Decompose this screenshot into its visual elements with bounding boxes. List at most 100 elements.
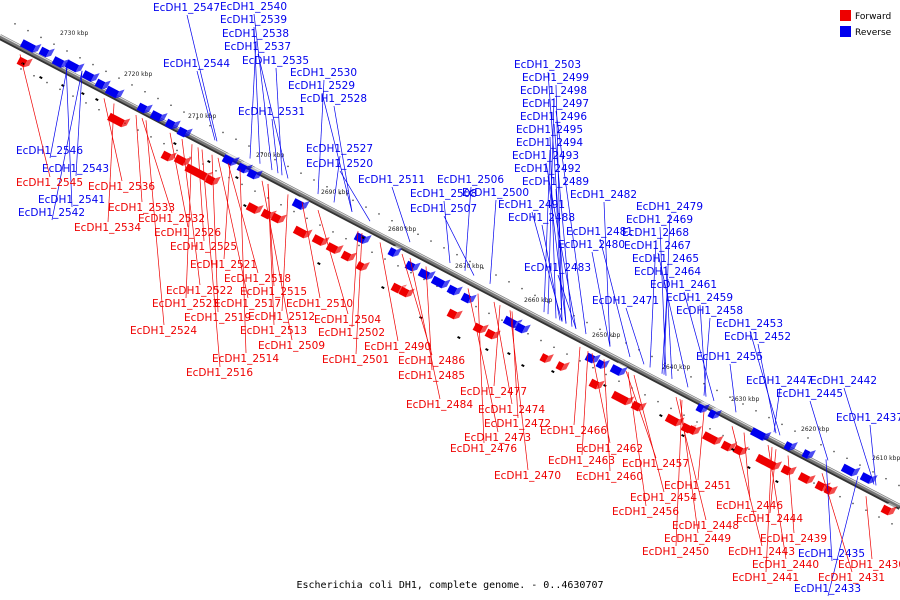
reverse-gene[interactable] xyxy=(353,229,372,246)
gene-label[interactable]: EcDH1_2523 xyxy=(152,298,219,310)
gene-label[interactable]: EcDH1_2535 xyxy=(242,55,309,67)
gene-label[interactable]: EcDH1_2521 xyxy=(190,259,257,271)
gene-label[interactable]: EcDH1_2464 xyxy=(634,266,701,278)
gene-label[interactable]: EcDH1_2515 xyxy=(240,286,307,298)
gene-label[interactable]: EcDH1_2461 xyxy=(650,279,717,291)
gene-label[interactable]: EcDH1_2490 xyxy=(364,341,431,353)
gene-label[interactable]: EcDH1_2502 xyxy=(318,327,385,339)
gene-label[interactable]: EcDH1_2540 xyxy=(220,1,287,13)
gene-label[interactable]: EcDH1_2492 xyxy=(514,163,581,175)
gene-label[interactable]: EcDH1_2529 xyxy=(288,80,355,92)
forward-gene[interactable] xyxy=(539,350,554,365)
reverse-gene[interactable] xyxy=(595,356,610,371)
gene-label[interactable]: EcDH1_2526 xyxy=(154,227,221,239)
gene-label[interactable]: EcDH1_2462 xyxy=(576,443,643,455)
gene-label[interactable]: EcDH1_2465 xyxy=(632,253,699,265)
forward-gene[interactable] xyxy=(355,258,370,273)
reverse-gene[interactable] xyxy=(19,36,42,55)
gene-label[interactable]: EcDH1_2530 xyxy=(290,67,357,79)
gene-label[interactable]: EcDH1_2439 xyxy=(760,533,827,545)
forward-gene[interactable] xyxy=(701,428,724,447)
reverse-gene[interactable] xyxy=(417,265,436,282)
gene-label[interactable]: EcDH1_2480 xyxy=(558,239,625,251)
gene-label[interactable]: EcDH1_2542 xyxy=(18,207,85,219)
gene-label[interactable]: EcDH1_2484 xyxy=(406,399,473,411)
gene-label[interactable]: EcDH1_2493 xyxy=(512,150,579,162)
gene-label[interactable]: EcDH1_2533 xyxy=(108,202,175,214)
reverse-gene[interactable] xyxy=(514,319,531,335)
reverse-gene[interactable] xyxy=(695,400,710,415)
gene-label[interactable]: EcDH1_2512 xyxy=(248,311,315,323)
forward-gene[interactable] xyxy=(720,437,737,453)
forward-gene[interactable] xyxy=(687,422,702,437)
gene-label[interactable]: EcDH1_2472 xyxy=(484,418,551,430)
gene-label[interactable]: EcDH1_2463 xyxy=(548,455,615,467)
reverse-gene[interactable] xyxy=(104,82,125,100)
gene-label[interactable]: EcDH1_2449 xyxy=(664,533,731,545)
reverse-gene[interactable] xyxy=(460,289,477,305)
gene-label[interactable]: EcDH1_2531 xyxy=(238,106,305,118)
gene-label[interactable]: EcDH1_2504 xyxy=(314,314,381,326)
forward-gene[interactable] xyxy=(611,387,635,407)
gene-label[interactable]: EcDH1_2538 xyxy=(222,28,289,40)
reverse-gene[interactable] xyxy=(404,257,421,273)
gene-label[interactable]: EcDH1_2479 xyxy=(636,201,703,213)
reverse-gene[interactable] xyxy=(387,244,402,259)
gene-label[interactable]: EcDH1_2508 xyxy=(410,188,477,200)
gene-label[interactable]: EcDH1_2496 xyxy=(520,111,587,123)
reverse-gene[interactable] xyxy=(38,43,55,59)
forward-gene[interactable] xyxy=(664,410,685,428)
reverse-gene[interactable] xyxy=(246,165,263,181)
forward-gene[interactable] xyxy=(880,501,897,517)
gene-label[interactable]: EcDH1_2444 xyxy=(736,513,803,525)
gene-label[interactable]: EcDH1_2498 xyxy=(520,85,587,97)
gene-label[interactable]: EcDH1_2527 xyxy=(306,143,373,155)
gene-label[interactable]: EcDH1_2446 xyxy=(716,500,783,512)
gene-label[interactable]: EcDH1_2458 xyxy=(676,305,743,317)
gene-label[interactable]: EcDH1_2495 xyxy=(516,124,583,136)
forward-gene[interactable] xyxy=(340,247,357,263)
gene-label[interactable]: EcDH1_2503 xyxy=(514,59,581,71)
gene-label[interactable]: EcDH1_2455 xyxy=(696,351,763,363)
forward-gene[interactable] xyxy=(755,450,783,472)
reverse-gene[interactable] xyxy=(94,75,111,91)
gene-label[interactable]: EcDH1_2447 xyxy=(746,375,813,387)
forward-gene[interactable] xyxy=(446,305,463,321)
forward-gene[interactable] xyxy=(245,199,264,216)
gene-label[interactable]: EcDH1_2454 xyxy=(630,492,697,504)
gene-label[interactable]: EcDH1_2532 xyxy=(138,213,205,225)
forward-gene[interactable] xyxy=(107,109,131,129)
reverse-gene[interactable] xyxy=(840,460,861,478)
gene-label[interactable]: EcDH1_2450 xyxy=(642,546,709,558)
gene-label[interactable]: EcDH1_2473 xyxy=(464,432,531,444)
gene-label[interactable]: EcDH1_2536 xyxy=(88,181,155,193)
gene-label[interactable]: EcDH1_2482 xyxy=(570,189,637,201)
gene-label[interactable]: EcDH1_2545 xyxy=(16,177,83,189)
gene-label[interactable]: EcDH1_2488 xyxy=(508,212,575,224)
gene-label[interactable]: EcDH1_2517 xyxy=(214,298,281,310)
gene-label[interactable]: EcDH1_2460 xyxy=(576,471,643,483)
gene-label[interactable]: EcDH1_2499 xyxy=(522,72,589,84)
gene-label[interactable]: EcDH1_2481 xyxy=(566,226,633,238)
forward-gene[interactable] xyxy=(555,358,570,373)
reverse-gene[interactable] xyxy=(81,67,100,84)
gene-label[interactable]: EcDH1_2511 xyxy=(358,174,425,186)
gene-label[interactable]: EcDH1_2534 xyxy=(74,222,141,234)
gene-label[interactable]: EcDH1_2494 xyxy=(516,137,583,149)
forward-gene[interactable] xyxy=(270,209,287,225)
forward-gene[interactable] xyxy=(484,325,501,341)
gene-label[interactable]: EcDH1_2510 xyxy=(286,298,353,310)
gene-label[interactable]: EcDH1_2466 xyxy=(540,425,607,437)
reverse-gene[interactable] xyxy=(801,446,816,461)
reverse-gene[interactable] xyxy=(749,424,772,443)
gene-label[interactable]: EcDH1_2453 xyxy=(716,318,783,330)
reverse-gene[interactable] xyxy=(430,272,451,290)
gene-label[interactable]: EcDH1_2474 xyxy=(478,404,545,416)
reverse-gene[interactable] xyxy=(164,115,181,131)
gene-label[interactable]: EcDH1_2440 xyxy=(752,559,819,571)
reverse-gene[interactable] xyxy=(707,406,722,421)
gene-label[interactable]: EcDH1_2483 xyxy=(524,262,591,274)
gene-label[interactable]: EcDH1_2520 xyxy=(306,158,373,170)
gene-label[interactable]: EcDH1_2489 xyxy=(522,176,589,188)
gene-label[interactable]: EcDH1_2430 xyxy=(838,559,900,571)
